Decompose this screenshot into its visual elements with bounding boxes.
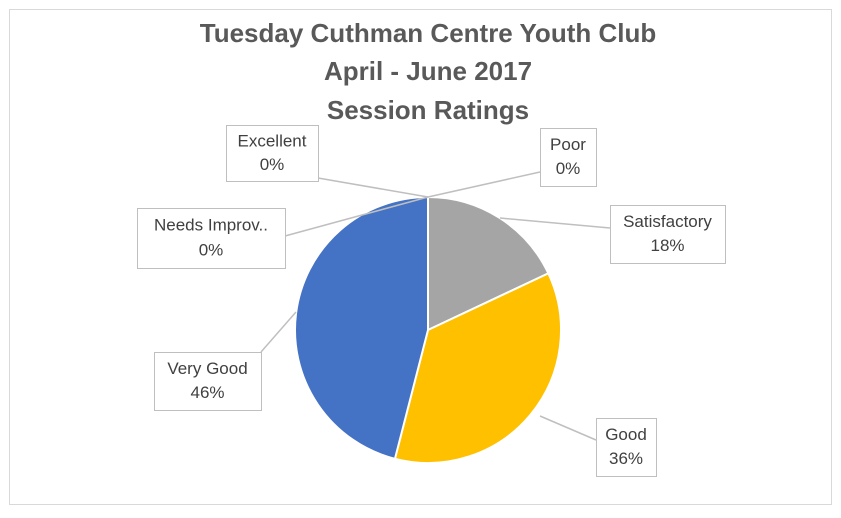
data-label: 18% xyxy=(650,236,684,255)
data-label-box xyxy=(596,418,657,477)
data-label-box xyxy=(610,205,726,264)
leader-line xyxy=(260,311,297,353)
data-label: 0% xyxy=(199,241,224,260)
data-label: 0% xyxy=(556,159,581,178)
chart-title: April - June 2017 xyxy=(324,56,532,86)
leader-line xyxy=(284,196,429,237)
category-label: Good xyxy=(605,425,647,444)
category-label: Needs Improv.. xyxy=(154,215,268,234)
data-label: 36% xyxy=(609,449,643,468)
chart-title: Tuesday Cuthman Centre Youth Club xyxy=(200,18,656,48)
pie-slice xyxy=(294,195,429,461)
category-label: Satisfactory xyxy=(623,212,712,231)
data-label: 46% xyxy=(190,383,224,402)
pie-slice xyxy=(393,272,562,464)
data-label: 0% xyxy=(260,155,285,174)
pie-slice xyxy=(427,195,550,332)
leader-line xyxy=(539,415,597,441)
category-label: Poor xyxy=(550,135,586,154)
leader-line xyxy=(499,217,611,229)
leader-line xyxy=(427,171,541,198)
leader-line xyxy=(317,177,429,198)
data-label-box xyxy=(154,352,262,411)
data-label-box xyxy=(540,128,597,187)
category-label: Excellent xyxy=(238,131,307,150)
category-label: Very Good xyxy=(167,359,247,378)
data-label-box xyxy=(137,208,286,269)
chart-title: Session Ratings xyxy=(327,95,529,125)
data-label-box xyxy=(226,125,319,182)
